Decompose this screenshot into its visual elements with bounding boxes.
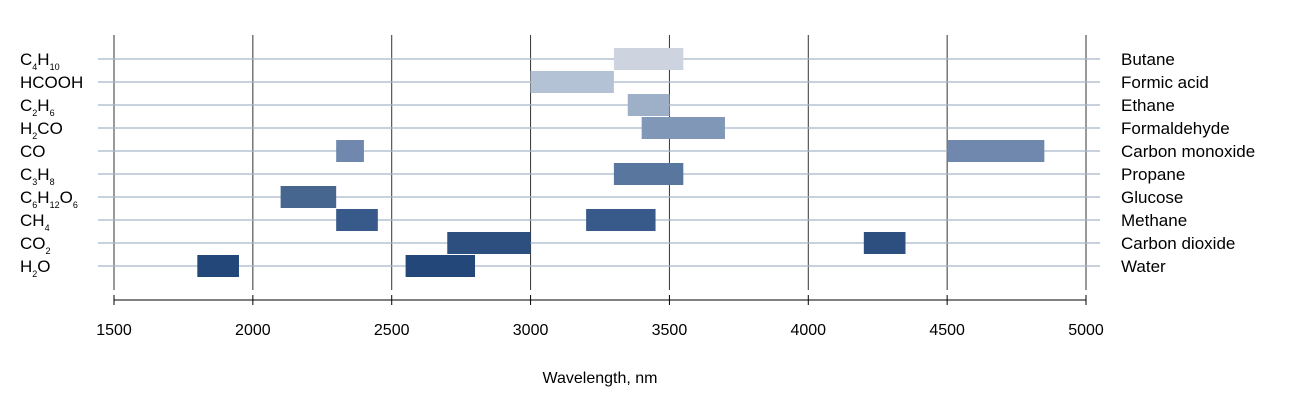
formula-label: C4H10 — [20, 50, 60, 72]
bars — [197, 48, 1045, 277]
absorption-band-bar — [641, 117, 725, 139]
compound-name-label: Formic acid — [1121, 73, 1209, 92]
formula-label: C6H12O6 — [20, 188, 78, 210]
absorption-band-bar — [613, 48, 684, 70]
x-tick-label: 1500 — [96, 322, 132, 339]
absorption-band-bar — [405, 255, 476, 277]
formula-label: CO2 — [20, 234, 51, 256]
formula-label: CH4 — [20, 211, 50, 233]
formula-label: C3H8 — [20, 165, 55, 187]
compound-name-label: Butane — [1121, 50, 1175, 69]
compound-name-label: Ethane — [1121, 96, 1175, 115]
absorption-band-bar — [280, 186, 337, 208]
name-labels: Butane Formic acid Ethane Formaldehyde Carbo… — [1121, 50, 1255, 276]
x-tick-label: 2500 — [374, 322, 410, 339]
absorption-band-bar — [947, 140, 1045, 162]
formula-label: H2O — [20, 257, 51, 279]
x-tick-label: 3500 — [652, 322, 688, 339]
horizontal-gridlines — [98, 58, 1100, 267]
compound-name-label: Glucose — [1121, 188, 1183, 207]
formula-label: H2CO — [20, 119, 63, 141]
x-tick-label: 2000 — [235, 322, 271, 339]
compound-name-label: Carbon dioxide — [1121, 234, 1235, 253]
compound-name-label: Water — [1121, 257, 1166, 276]
absorption-band-bar — [197, 255, 239, 277]
x-tick-label: 4500 — [929, 322, 965, 339]
x-axis-title: Wavelength, nm — [542, 370, 657, 387]
compound-name-label: Methane — [1121, 211, 1187, 230]
x-tick-label: 3000 — [513, 322, 549, 339]
compound-name-label: Propane — [1121, 165, 1185, 184]
absorption-band-bar — [336, 140, 364, 162]
formula-label: HCOOH — [20, 73, 83, 92]
absorption-band-bar — [530, 71, 614, 93]
absorption-band-bar — [447, 232, 531, 254]
absorption-band-bar — [627, 94, 670, 116]
x-tick-label: 4000 — [790, 322, 826, 339]
x-tick-label: 5000 — [1068, 322, 1104, 339]
absorption-band-bar — [613, 163, 684, 185]
compound-name-label: Formaldehyde — [1121, 119, 1230, 138]
absorption-band-bar — [863, 232, 906, 254]
absorption-band-bar — [336, 209, 378, 231]
formula-label: CO — [20, 142, 46, 161]
compound-name-label: Carbon monoxide — [1121, 142, 1255, 161]
x-axis: 1500 2000 2500 3000 3500 4000 4500 5000 — [96, 295, 1104, 339]
formula-label: C2H6 — [20, 96, 55, 118]
absorption-band-bar — [586, 209, 656, 231]
